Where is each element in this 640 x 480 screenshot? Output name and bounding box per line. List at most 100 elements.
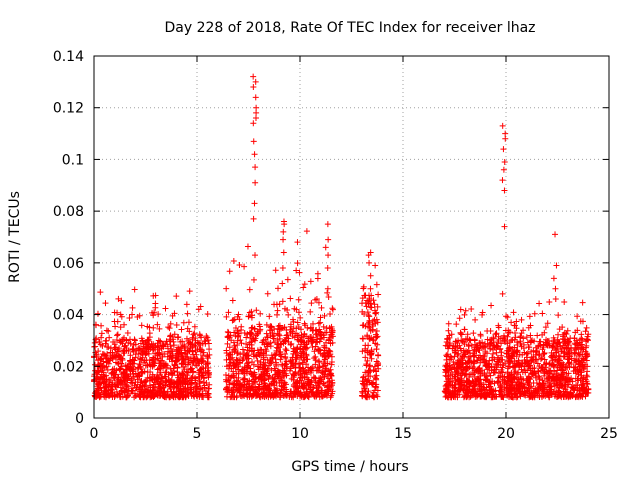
data-point <box>158 345 165 352</box>
data-point <box>166 383 173 390</box>
data-point <box>508 376 515 383</box>
data-point <box>167 365 174 372</box>
data-point <box>277 377 284 384</box>
data-point <box>159 350 166 357</box>
data-point <box>501 377 508 384</box>
data-point <box>501 159 508 166</box>
data-point <box>303 388 310 395</box>
data-point <box>137 360 144 367</box>
data-point <box>270 393 277 400</box>
data-point <box>194 383 201 390</box>
data-point <box>523 357 530 364</box>
data-point <box>252 115 259 122</box>
data-point <box>224 328 231 335</box>
data-point <box>297 367 304 374</box>
data-point <box>539 310 546 317</box>
data-point <box>303 333 310 340</box>
data-point <box>493 330 500 337</box>
data-point <box>244 243 251 250</box>
data-point <box>573 337 580 344</box>
data-point <box>360 373 367 380</box>
data-point <box>504 333 511 340</box>
data-point <box>579 299 586 306</box>
data-point <box>476 365 483 372</box>
data-point <box>327 311 334 318</box>
data-point <box>150 324 157 331</box>
data-point <box>230 362 237 369</box>
data-point <box>150 341 157 348</box>
data-point <box>573 356 580 363</box>
data-point <box>315 346 322 353</box>
data-point <box>203 333 210 340</box>
data-point <box>307 325 314 332</box>
data-point <box>371 301 378 308</box>
data-point <box>115 295 122 302</box>
data-point <box>94 310 101 317</box>
data-point <box>554 367 561 374</box>
data-point <box>541 356 548 363</box>
data-point <box>548 383 555 390</box>
data-point <box>279 376 286 383</box>
data-point <box>487 383 494 390</box>
data-point <box>529 356 536 363</box>
data-point <box>320 323 327 330</box>
data-point <box>372 262 379 269</box>
data-point <box>443 353 450 360</box>
data-point <box>483 373 490 380</box>
data-point <box>186 348 193 355</box>
data-point <box>317 329 324 336</box>
data-point <box>239 346 246 353</box>
data-point <box>132 379 139 386</box>
data-point <box>552 285 559 292</box>
data-point <box>364 297 371 304</box>
data-point <box>141 381 148 388</box>
data-point <box>555 331 562 338</box>
data-point <box>171 361 178 368</box>
data-point <box>523 334 530 341</box>
data-point <box>313 385 320 392</box>
data-point <box>253 390 260 397</box>
data-point <box>286 393 293 400</box>
data-point <box>199 364 206 371</box>
data-point <box>574 327 581 334</box>
data-point <box>132 351 139 358</box>
data-point <box>321 373 328 380</box>
data-point <box>246 341 253 348</box>
data-point <box>292 361 299 368</box>
data-point <box>525 373 532 380</box>
data-point <box>101 393 108 400</box>
data-point <box>580 383 587 390</box>
data-point <box>373 327 380 334</box>
data-point <box>263 321 270 328</box>
data-point <box>193 362 200 369</box>
data-point <box>504 374 511 381</box>
data-point <box>225 334 232 341</box>
data-point <box>191 330 198 337</box>
data-point <box>324 289 331 296</box>
data-point <box>251 380 258 387</box>
data-point <box>174 369 181 376</box>
data-point <box>580 346 587 353</box>
data-point <box>468 306 475 313</box>
data-point <box>549 343 556 350</box>
data-point <box>250 215 257 222</box>
data-point <box>517 387 524 394</box>
data-point <box>169 371 176 378</box>
data-point <box>365 342 372 349</box>
data-point <box>567 390 574 397</box>
data-point <box>293 267 300 274</box>
data-point <box>127 352 134 359</box>
data-point <box>449 389 456 396</box>
data-point <box>577 392 584 399</box>
data-point <box>373 346 380 353</box>
data-point <box>540 344 547 351</box>
data-point <box>480 356 487 363</box>
data-point <box>526 344 533 351</box>
data-point <box>265 376 272 383</box>
data-point <box>563 370 570 377</box>
data-point <box>505 346 512 353</box>
data-point <box>444 362 451 369</box>
data-point <box>284 331 291 338</box>
data-point <box>360 335 367 342</box>
data-point <box>205 340 212 347</box>
